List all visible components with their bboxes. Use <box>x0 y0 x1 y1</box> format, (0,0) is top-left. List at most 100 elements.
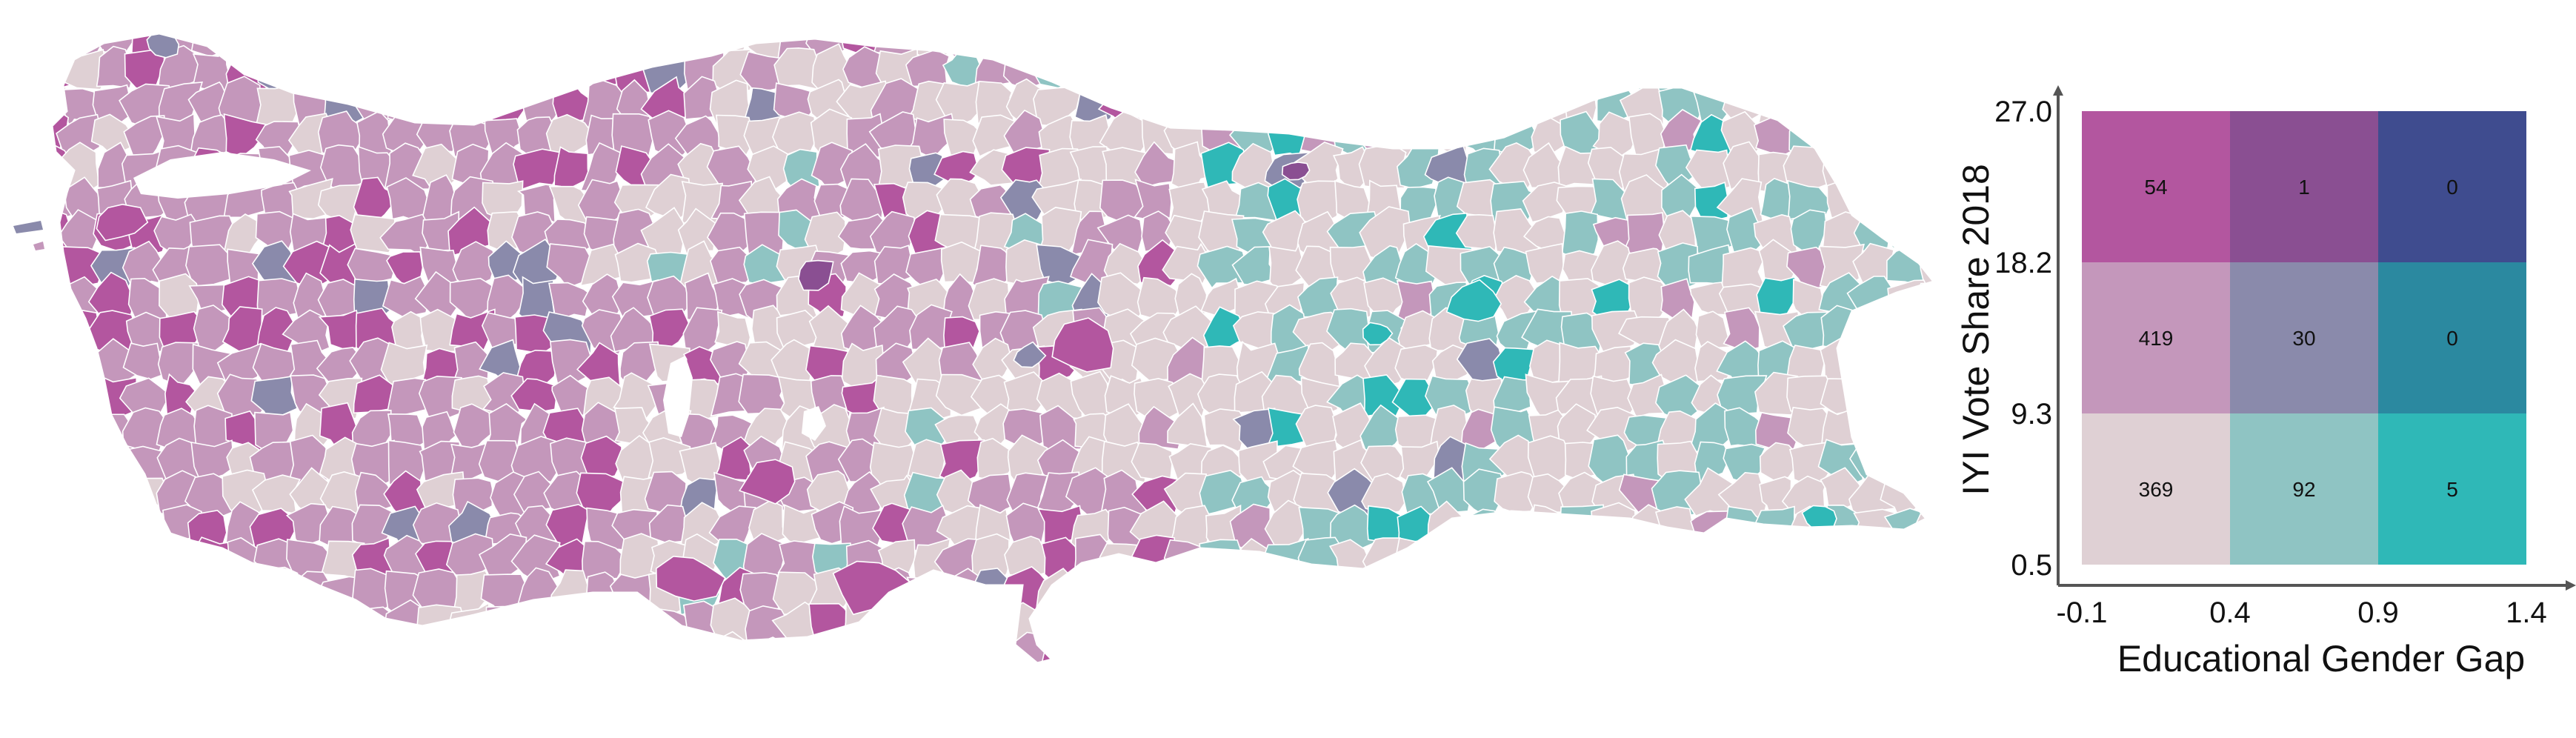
district <box>91 602 140 649</box>
district <box>1100 565 1146 614</box>
district <box>1424 602 1469 651</box>
district <box>96 45 134 89</box>
district <box>2 412 34 445</box>
legend-cell <box>2230 111 2378 262</box>
district <box>1359 206 1411 261</box>
district <box>1099 640 1153 663</box>
district <box>1520 536 1571 580</box>
district <box>57 633 106 663</box>
district <box>1005 33 1047 59</box>
district <box>56 113 102 159</box>
district <box>1262 33 1310 65</box>
district <box>187 602 230 645</box>
district <box>160 606 199 648</box>
district <box>52 603 75 652</box>
district <box>1457 669 1500 717</box>
district <box>1557 47 1603 96</box>
district <box>1199 539 1246 585</box>
district <box>976 437 1014 480</box>
district <box>1365 33 1411 67</box>
district <box>1689 45 1734 96</box>
district <box>1689 669 1731 710</box>
district <box>1753 566 1803 616</box>
district <box>452 241 497 290</box>
district <box>1565 665 1598 714</box>
district <box>745 666 787 712</box>
district <box>382 275 431 318</box>
district <box>1426 467 1473 513</box>
district <box>741 636 788 663</box>
legend-x-label: Educational Gender Gap <box>2117 638 2525 679</box>
district <box>62 434 104 478</box>
district <box>486 274 526 326</box>
district <box>907 662 951 663</box>
district <box>1263 673 1314 715</box>
district <box>152 540 202 582</box>
district <box>222 574 270 612</box>
district <box>412 81 462 127</box>
district <box>1528 630 1568 663</box>
district <box>1298 669 1342 708</box>
district <box>1205 80 1242 130</box>
district <box>1888 439 1928 485</box>
district <box>290 50 337 93</box>
district <box>1891 336 1931 388</box>
district <box>323 665 367 714</box>
district <box>798 259 834 291</box>
district <box>1820 536 1858 583</box>
district <box>839 636 890 663</box>
district <box>547 665 591 716</box>
district <box>52 536 69 584</box>
district <box>0 49 36 96</box>
district <box>164 666 207 708</box>
district <box>613 608 662 648</box>
district <box>1857 142 1897 189</box>
district <box>577 179 625 227</box>
district <box>88 467 138 516</box>
district <box>190 439 235 481</box>
district <box>1359 404 1409 457</box>
district <box>96 671 133 713</box>
legend-cell-count: 419 <box>2139 327 2174 350</box>
district <box>0 181 44 226</box>
district <box>1391 662 1442 663</box>
district <box>1293 630 1345 663</box>
district <box>1525 569 1566 611</box>
district <box>1494 542 1537 584</box>
district <box>581 636 626 663</box>
district <box>250 566 302 616</box>
district <box>484 118 525 160</box>
district <box>1657 33 1706 62</box>
district <box>1133 179 1172 221</box>
district <box>1364 668 1402 715</box>
district <box>545 113 597 156</box>
district <box>1390 634 1437 663</box>
legend-cell <box>2378 262 2526 413</box>
district <box>939 605 989 649</box>
district <box>0 672 34 714</box>
district <box>1556 634 1599 663</box>
district <box>486 33 528 66</box>
district <box>1234 602 1279 643</box>
district <box>939 439 986 485</box>
district <box>1271 82 1310 122</box>
legend-cell <box>2230 262 2378 413</box>
district <box>1786 598 1832 651</box>
district <box>1819 602 1866 649</box>
district <box>1233 671 1280 711</box>
district <box>1331 33 1375 60</box>
district <box>1491 33 1540 61</box>
district <box>1850 50 1903 89</box>
district <box>1365 565 1408 619</box>
district <box>1066 602 1116 652</box>
district <box>1333 50 1371 92</box>
district <box>1717 375 1768 421</box>
district <box>516 43 565 93</box>
legend-cell-count: 54 <box>2144 176 2167 199</box>
legend-cells: 54 1 0 419 30 0 369 92 5 <box>2082 111 2526 565</box>
district <box>905 640 956 663</box>
district <box>190 33 234 58</box>
district <box>776 636 819 663</box>
district <box>127 671 169 706</box>
district <box>222 642 266 663</box>
